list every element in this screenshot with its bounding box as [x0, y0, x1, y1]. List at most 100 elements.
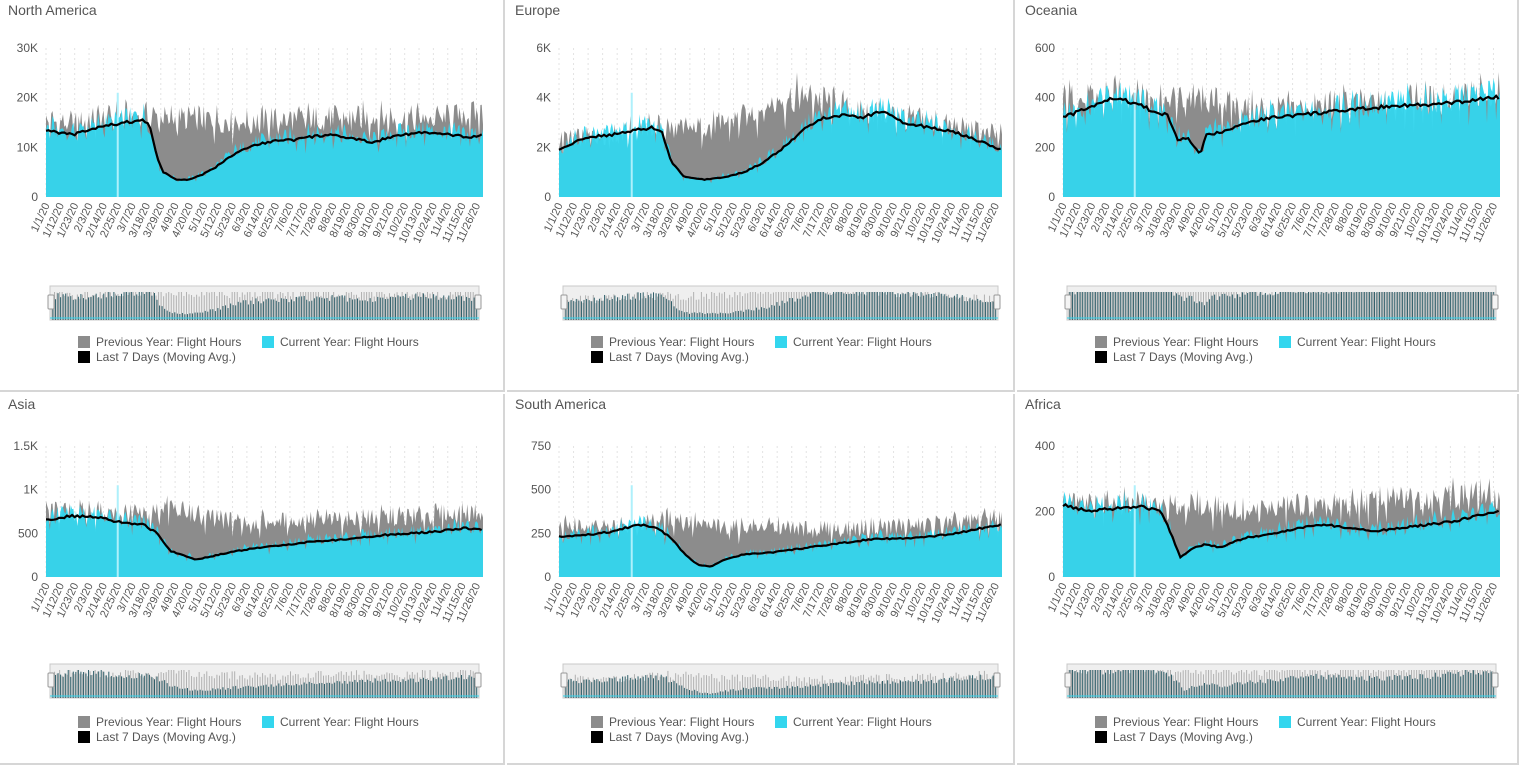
legend-label: Previous Year: Flight Hours: [1113, 715, 1259, 729]
panel-title: Asia: [8, 396, 36, 412]
panel-title: Europe: [515, 2, 561, 18]
navigator-handle[interactable]: [560, 672, 568, 688]
legend-label: Last 7 Days (Moving Avg.): [1113, 350, 1253, 364]
navigator-handle[interactable]: [1064, 294, 1072, 310]
area-chart[interactable]: 010K20K30K1/1/201/12/201/23/202/3/202/14…: [0, 0, 503, 390]
area-chart[interactable]: 02004006001/1/201/12/201/23/202/3/202/14…: [1017, 0, 1517, 390]
legend-swatch: [1095, 731, 1107, 743]
legend-label: Previous Year: Flight Hours: [96, 335, 242, 349]
legend-swatch: [78, 351, 90, 363]
y-tick-label: 6K: [536, 41, 551, 55]
legend-item-current[interactable]: Current Year: Flight Hours: [775, 715, 932, 729]
legend-label: Current Year: Flight Hours: [1297, 715, 1436, 729]
legend-item-moving-avg[interactable]: Last 7 Days (Moving Avg.): [591, 730, 749, 744]
legend-item-current[interactable]: Current Year: Flight Hours: [1279, 715, 1436, 729]
current-year-area: [559, 97, 1002, 197]
legend-swatch: [591, 716, 603, 728]
legend-item-current[interactable]: Current Year: Flight Hours: [262, 715, 419, 729]
y-tick-label: 4K: [536, 91, 551, 105]
navigator-handle[interactable]: [993, 294, 1001, 310]
legend-label: Previous Year: Flight Hours: [609, 715, 755, 729]
legend-label: Last 7 Days (Moving Avg.): [96, 730, 236, 744]
legend-label: Last 7 Days (Moving Avg.): [1113, 730, 1253, 744]
legend-swatch: [262, 336, 274, 348]
chart-panel: Oceania 0 200 400 600 1/1/20 1/12/20 1/23/20 2/3…: [1017, 0, 1519, 392]
current-year-area: [1063, 490, 1500, 577]
chart-legend: Previous Year: Flight Hours Current Year:…: [78, 335, 485, 369]
chart-panel: Europe 0 2K 4K 6K 1/1/20 1/12/20 1/23/20 2/3/20 2…: [507, 0, 1015, 392]
navigator-handle[interactable]: [47, 672, 55, 688]
legend-swatch: [591, 336, 603, 348]
legend-swatch: [1095, 716, 1107, 728]
legend-swatch: [775, 336, 787, 348]
legend-label: Current Year: Flight Hours: [1297, 335, 1436, 349]
navigator-handle[interactable]: [474, 672, 482, 688]
legend-label: Current Year: Flight Hours: [280, 335, 419, 349]
legend-item-moving-avg[interactable]: Last 7 Days (Moving Avg.): [1095, 730, 1253, 744]
chart-legend: Previous Year: Flight Hours Current Year:…: [78, 715, 485, 749]
y-tick-label: 0: [544, 570, 551, 584]
panel-title: Africa: [1025, 396, 1061, 412]
moving-average-line: [45, 118, 483, 182]
legend-item-previous[interactable]: Previous Year: Flight Hours: [78, 715, 241, 729]
current-year-area: [46, 505, 483, 577]
chart-legend: Previous Year: Flight Hours Current Year:…: [1095, 715, 1502, 749]
current-year-area: [559, 515, 1002, 577]
moving-average-line: [1062, 94, 1500, 154]
chart-panel: Asia 0 500 1K 1.5K 1/1/20 1/12/20 1/23/20 2/3/20…: [0, 394, 505, 765]
legend-label: Current Year: Flight Hours: [793, 335, 932, 349]
chart-legend: Previous Year: Flight Hours Current Year:…: [591, 715, 1004, 749]
legend-item-moving-avg[interactable]: Last 7 Days (Moving Avg.): [1095, 350, 1253, 364]
navigator-handle[interactable]: [474, 294, 482, 310]
area-chart[interactable]: 02004001/1/201/12/201/23/202/3/202/14/20…: [1017, 394, 1517, 763]
y-tick-label: 10K: [17, 140, 38, 154]
y-tick-label: 0: [31, 190, 38, 204]
chart-panel: North America 0 10K 20K 30K 1/1/20 1/12/20 1/23…: [0, 0, 505, 392]
chart-panel: Africa 0 200 400 1/1/20 1/12/20 1/23/20 2/3/20 2…: [1017, 394, 1519, 765]
legend-label: Current Year: Flight Hours: [793, 715, 932, 729]
legend-item-previous[interactable]: Previous Year: Flight Hours: [1095, 335, 1258, 349]
area-chart[interactable]: 02505007501/1/201/12/201/23/202/3/202/14…: [507, 394, 1013, 763]
y-tick-label: 0: [544, 190, 551, 204]
y-tick-label: 200: [1035, 140, 1055, 154]
navigator-handle[interactable]: [1491, 672, 1499, 688]
legend-label: Previous Year: Flight Hours: [609, 335, 755, 349]
legend-label: Last 7 Days (Moving Avg.): [609, 350, 749, 364]
panel-title: Oceania: [1025, 2, 1078, 18]
navigator-handle[interactable]: [1064, 672, 1072, 688]
y-tick-label: 0: [1048, 570, 1055, 584]
legend-item-moving-avg[interactable]: Last 7 Days (Moving Avg.): [78, 350, 236, 364]
y-tick-label: 500: [18, 526, 38, 540]
legend-item-moving-avg[interactable]: Last 7 Days (Moving Avg.): [591, 350, 749, 364]
legend-item-previous[interactable]: Previous Year: Flight Hours: [1095, 715, 1258, 729]
legend-label: Previous Year: Flight Hours: [1113, 335, 1259, 349]
y-tick-label: 20K: [17, 91, 38, 105]
y-tick-label: 600: [1035, 41, 1055, 55]
moving-average-line: [45, 513, 483, 561]
moving-average-line: [558, 523, 1002, 568]
y-tick-label: 0: [31, 570, 38, 584]
legend-swatch: [1095, 351, 1107, 363]
legend-item-moving-avg[interactable]: Last 7 Days (Moving Avg.): [78, 730, 236, 744]
y-tick-label: 500: [531, 483, 551, 497]
legend-item-current[interactable]: Current Year: Flight Hours: [775, 335, 932, 349]
y-tick-label: 1.5K: [13, 439, 38, 453]
legend-item-current[interactable]: Current Year: Flight Hours: [1279, 335, 1436, 349]
legend-item-previous[interactable]: Previous Year: Flight Hours: [591, 715, 754, 729]
legend-swatch: [591, 351, 603, 363]
legend-item-previous[interactable]: Previous Year: Flight Hours: [78, 335, 241, 349]
y-tick-label: 200: [1035, 505, 1055, 519]
navigator-handle[interactable]: [560, 294, 568, 310]
legend-swatch: [1095, 336, 1107, 348]
area-chart[interactable]: 02K4K6K1/1/201/12/201/23/202/3/202/14/20…: [507, 0, 1013, 390]
legend-label: Last 7 Days (Moving Avg.): [96, 350, 236, 364]
legend-label: Previous Year: Flight Hours: [96, 715, 242, 729]
navigator-handle[interactable]: [993, 672, 1001, 688]
chart-panel: South America 0 250 500 750 1/1/20 1/12/20 1/23…: [507, 394, 1015, 765]
legend-item-current[interactable]: Current Year: Flight Hours: [262, 335, 419, 349]
navigator-handle[interactable]: [47, 294, 55, 310]
navigator-handle[interactable]: [1491, 294, 1499, 310]
legend-item-previous[interactable]: Previous Year: Flight Hours: [591, 335, 754, 349]
area-chart[interactable]: 05001K1.5K1/1/201/12/201/23/202/3/202/14…: [0, 394, 503, 763]
